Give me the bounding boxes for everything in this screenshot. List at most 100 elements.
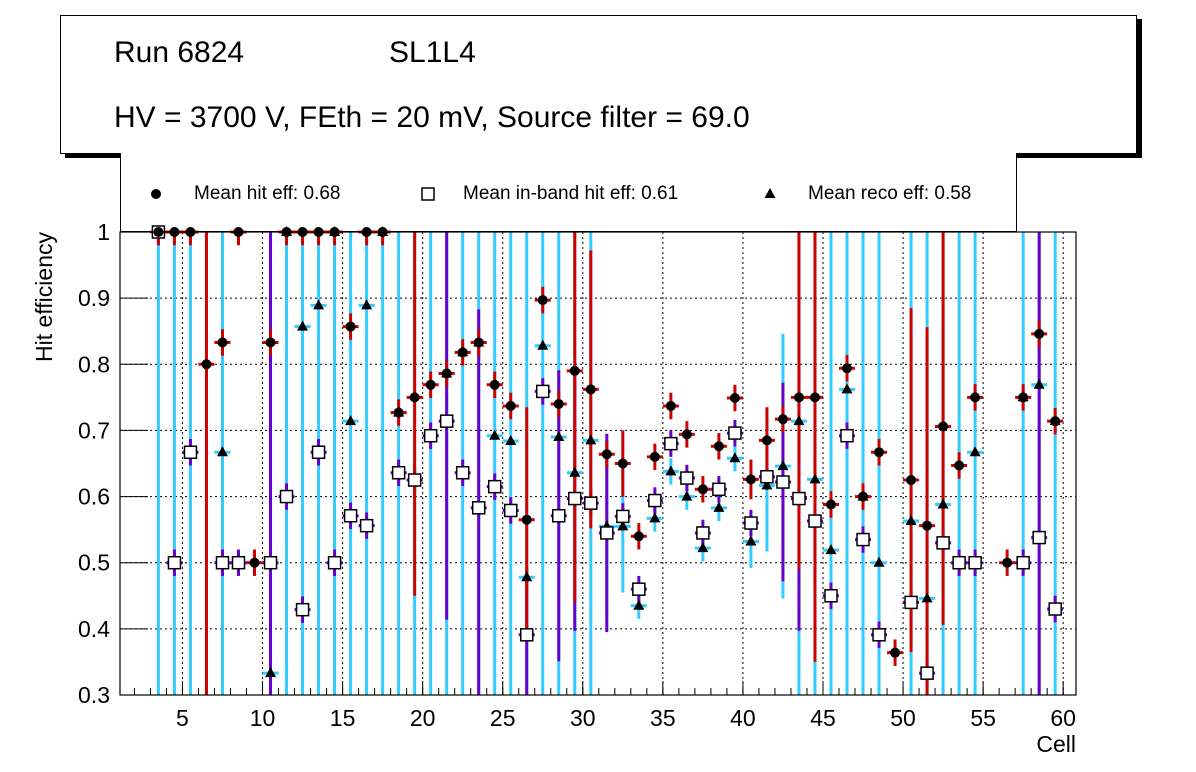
x-tick-label: 60	[1050, 705, 1076, 731]
data-point-circle	[938, 421, 949, 432]
data-point-triangle	[553, 431, 565, 442]
data-point-circle	[633, 531, 644, 542]
data-point-triangle	[745, 535, 757, 546]
data-point-circle	[745, 474, 756, 485]
data-point-triangle	[1033, 378, 1045, 389]
data-point-open-square	[359, 518, 374, 533]
data-point-triangle	[873, 556, 885, 567]
data-point-circle	[601, 449, 612, 460]
data-point-triangle	[937, 498, 949, 509]
data-point-triangle	[857, 490, 869, 501]
data-point-triangle	[617, 520, 629, 531]
y-tick-label: 1	[97, 219, 110, 245]
data-point-open-square	[840, 428, 854, 443]
data-point-circle	[1050, 416, 1061, 427]
data-point-triangle	[969, 446, 981, 457]
data-point-triangle	[265, 667, 277, 678]
data-point-circle	[922, 520, 933, 531]
data-point-triangle	[569, 466, 581, 477]
data-point-circle	[697, 484, 708, 495]
data-point-triangle	[537, 339, 549, 350]
data-point-open-square	[1016, 555, 1030, 570]
data-point-circle	[809, 392, 820, 403]
data-point-circle	[1034, 328, 1045, 339]
data-point-triangle	[1049, 415, 1061, 426]
y-tick-label: 0.7	[78, 417, 110, 443]
data-point-open-square	[712, 482, 726, 497]
data-point-open-square	[632, 582, 646, 596]
data-point-open-square	[904, 595, 918, 610]
data-point-circle	[393, 407, 404, 418]
data-point-open-square	[215, 555, 230, 570]
data-point-circle	[858, 491, 869, 502]
legend-reco: Mean reco eff: 0.58	[808, 183, 972, 204]
data-point-open-square	[664, 436, 678, 451]
data-point-circle	[553, 398, 564, 409]
data-point-triangle	[761, 479, 773, 490]
data-point-triangle	[521, 571, 533, 582]
data-point-circle	[201, 359, 212, 370]
data-point-circle	[617, 458, 628, 469]
data-point-circle	[793, 392, 804, 403]
data-point-circle	[681, 429, 692, 440]
data-point-circle	[906, 475, 917, 486]
data-point-circle	[249, 557, 260, 568]
x-tick-label: 50	[890, 705, 916, 731]
title-box: Run 6824 SL1L4 HV = 3700 V, FEth = 20 mV…	[60, 15, 1137, 154]
data-point-open-square	[584, 496, 598, 510]
data-point-circle	[441, 368, 452, 379]
x-tick-label: 30	[570, 705, 596, 731]
data-point-triangle	[505, 435, 517, 446]
data-point-open-square	[936, 536, 950, 550]
data-point-triangle	[697, 542, 709, 553]
x-tick-label: 20	[410, 705, 436, 731]
data-point-triangle	[601, 520, 613, 531]
y-tick-label: 0.3	[78, 682, 110, 708]
data-point-circle	[265, 337, 276, 348]
data-point-open-square	[487, 479, 502, 494]
run-label: Run 6824	[114, 36, 245, 69]
data-point-circle	[569, 365, 580, 376]
data-point-open-square	[279, 489, 294, 504]
data-point-triangle	[168, 556, 180, 567]
data-point-circle	[954, 460, 965, 471]
data-point-triangle	[441, 367, 453, 378]
data-point-triangle	[425, 429, 437, 440]
data-point-circle	[505, 400, 516, 411]
data-point-open-square	[648, 493, 662, 508]
data-point-open-square	[503, 503, 518, 518]
data-point-circle	[761, 435, 772, 446]
data-point-open-square	[183, 445, 198, 460]
data-point-triangle	[216, 446, 228, 457]
data-point-open-square	[952, 555, 966, 570]
data-point-open-square	[1048, 602, 1062, 616]
data-point-circle	[409, 392, 420, 403]
conditions-label: HV = 3700 V, FEth = 20 mV, Source filter…	[114, 101, 750, 134]
data-point-open-square	[167, 555, 182, 570]
data-point-open-square	[728, 426, 742, 440]
data-point-triangle	[409, 474, 421, 485]
plot-frame	[119, 231, 1077, 696]
data-point-open-square	[391, 466, 406, 480]
data-point-circle	[649, 451, 660, 462]
data-point-circle	[729, 393, 740, 404]
data-point-triangle	[1017, 391, 1029, 402]
data-point-open-square	[920, 666, 934, 680]
data-point-triangle	[681, 490, 693, 501]
data-point-triangle	[473, 336, 485, 347]
data-point-triangle	[297, 320, 309, 331]
data-point-open-square	[455, 466, 470, 480]
data-point-open-square	[760, 469, 774, 484]
data-point-open-square	[680, 471, 694, 485]
data-point-open-square	[423, 428, 438, 443]
data-point-open-square	[311, 445, 326, 460]
data-point-triangle	[825, 544, 837, 555]
y-tick-label: 0.9	[78, 285, 110, 311]
data-point-circle	[874, 447, 885, 458]
data-point-open-square	[519, 628, 534, 642]
x-tick-label: 45	[810, 705, 836, 731]
data-point-open-square	[744, 516, 758, 530]
data-point-circle	[585, 384, 596, 395]
data-point-circle	[1002, 557, 1013, 568]
